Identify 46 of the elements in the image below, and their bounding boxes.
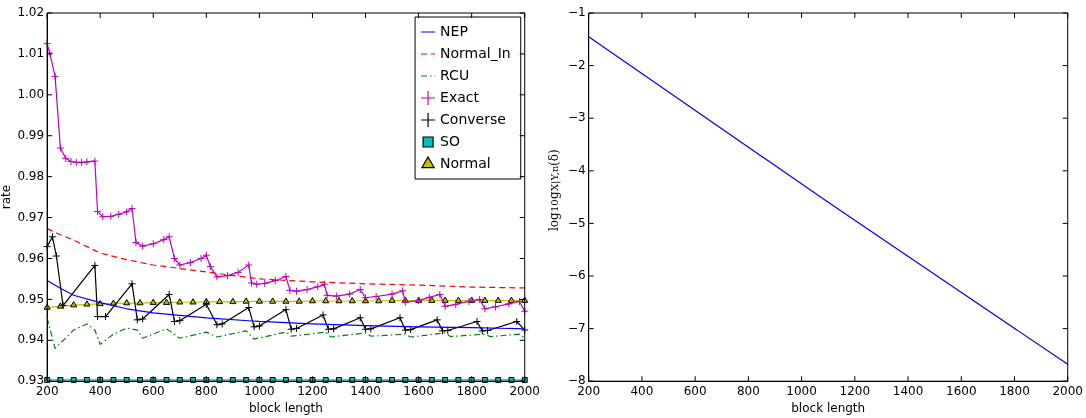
x-tick-label: 200 xyxy=(35,383,59,398)
y-tick-label: 0.95 xyxy=(17,291,45,306)
x-tick-label: 1200 xyxy=(839,383,871,398)
y-tick-label: −1 xyxy=(567,5,586,20)
legend-label: Normal xyxy=(440,154,491,171)
x-axis-title: block length xyxy=(248,400,323,415)
x-tick-label: 800 xyxy=(736,383,760,398)
y-tick-label: 0.98 xyxy=(17,168,45,183)
y-tick-label: −6 xyxy=(567,268,586,283)
legend-label: RCU xyxy=(440,66,470,83)
y-tick-label: 0.99 xyxy=(17,127,45,142)
y-tick-label: −7 xyxy=(567,320,586,335)
x-tick-label: 1400 xyxy=(350,383,381,398)
x-axis-title: block length xyxy=(791,400,866,415)
y-tick-label: 0.97 xyxy=(17,209,45,224)
y-tick-label: −5 xyxy=(567,215,586,230)
x-tick-label: 1000 xyxy=(786,383,817,398)
x-tick-label: 400 xyxy=(630,383,654,398)
y-tick-label: −3 xyxy=(567,110,586,125)
x-tick-label: 1800 xyxy=(456,383,487,398)
x-tick-label: 1800 xyxy=(999,383,1030,398)
x-tick-label: 200 xyxy=(577,383,601,398)
y-tick-label: −4 xyxy=(567,162,586,177)
x-tick-label: 1600 xyxy=(946,383,977,398)
legend-label: NEP xyxy=(440,22,468,39)
x-tick-label: 2000 xyxy=(509,383,540,398)
y-tick-label: 1.01 xyxy=(17,46,45,61)
legend-label: Normal_In xyxy=(440,44,511,61)
legend-label: SO xyxy=(440,132,460,149)
x-tick-label: 600 xyxy=(141,383,165,398)
y-tick-label: −2 xyxy=(567,57,586,72)
y-tick-label: 0.96 xyxy=(17,250,45,265)
legend-label: Exact xyxy=(440,88,480,105)
x-tick-label: 1200 xyxy=(297,383,328,398)
x-tick-label: 1600 xyxy=(403,383,434,398)
x-tick-label: 2000 xyxy=(1052,383,1083,398)
legend-label: Converse xyxy=(440,110,506,127)
y-tick-label: 1.00 xyxy=(17,86,45,101)
y-tick-label: 1.02 xyxy=(17,5,45,20)
x-tick-label: 800 xyxy=(194,383,218,398)
y-tick-label: 0.94 xyxy=(17,332,45,347)
y-axis-title: rate xyxy=(0,184,14,210)
x-tick-label: 600 xyxy=(683,383,707,398)
x-tick-label: 400 xyxy=(88,383,112,398)
x-tick-label: 1000 xyxy=(244,383,275,398)
x-tick-label: 1400 xyxy=(892,383,924,398)
